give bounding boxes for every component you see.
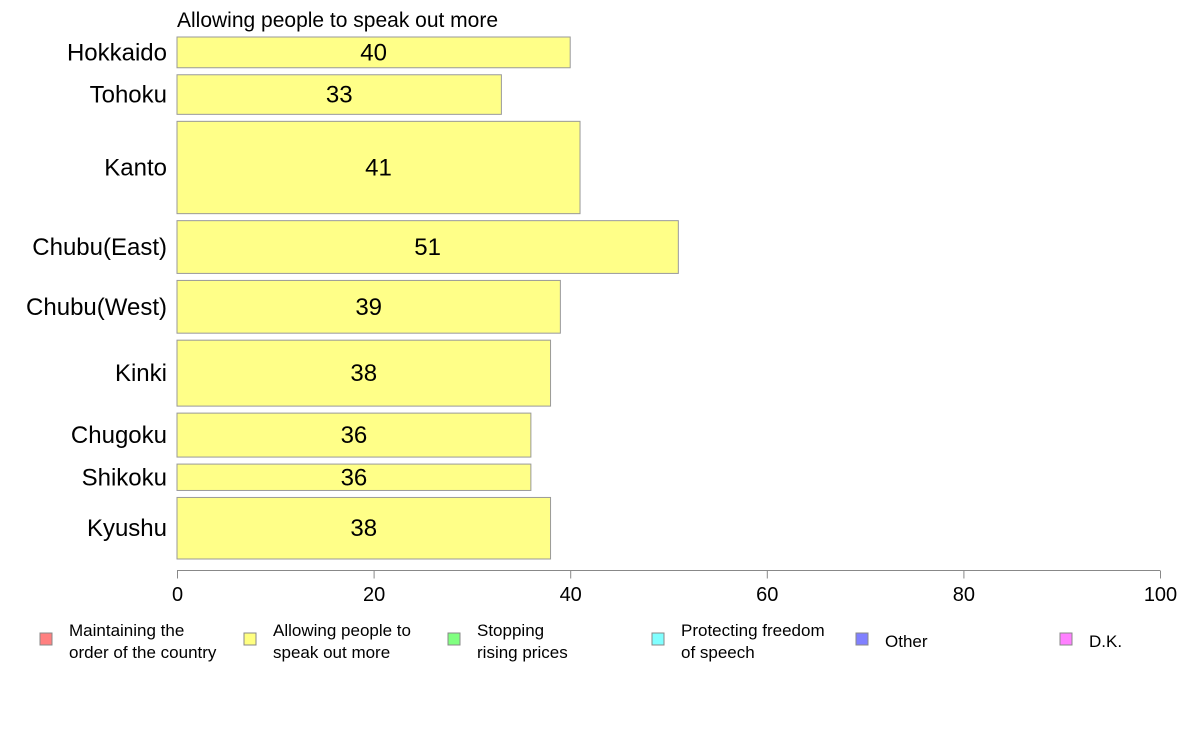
- bar-chubu-west: [176, 279, 561, 334]
- bar-value-label: 51: [414, 234, 441, 261]
- legend-swatch: [447, 632, 461, 646]
- bar-value-label: 41: [365, 155, 392, 182]
- legend-label: order of the country: [69, 643, 217, 662]
- bar-value-label: 38: [350, 515, 377, 542]
- category-label: Kyushu: [87, 515, 167, 542]
- bar-value-label: 39: [355, 294, 382, 321]
- x-tick-label: 80: [953, 584, 975, 606]
- legend-label: Other: [885, 632, 928, 651]
- legend-label: Protecting freedom: [681, 621, 825, 640]
- category-label: Chugoku: [71, 422, 167, 449]
- bar-value-label: 38: [350, 360, 377, 387]
- bar-kinki: [176, 339, 552, 407]
- bar-value-label: 33: [326, 82, 353, 109]
- bars-group: Hokkaido 40 Tohoku 33 Kanto 41 Chubu(East) 51 Ch…: [26, 36, 679, 560]
- x-tick-label: 60: [756, 584, 778, 606]
- legend-label: Allowing people to: [273, 621, 411, 640]
- category-label: Kinki: [115, 360, 167, 387]
- bar-tohoku: [176, 74, 502, 115]
- category-label: Kanto: [104, 155, 167, 182]
- category-label: Chubu(West): [26, 294, 167, 321]
- chart-title: Allowing people to speak out more: [177, 9, 498, 32]
- legend-swatch: [855, 632, 869, 646]
- category-label: Tohoku: [90, 82, 167, 109]
- bar-kyushu: [176, 496, 552, 560]
- legend-swatch: [39, 632, 53, 646]
- bar-value-label: 36: [341, 464, 368, 491]
- bar-value-label: 36: [341, 422, 368, 449]
- legend-label: rising prices: [477, 643, 568, 662]
- x-tick-label: 100: [1144, 584, 1177, 606]
- bar-hokkaido: [176, 36, 571, 69]
- legend-label: speak out more: [273, 643, 390, 662]
- x-tick-label: 0: [172, 584, 183, 606]
- legend-swatch: [243, 632, 257, 646]
- category-label: Shikoku: [82, 464, 167, 491]
- legend-label: of speech: [681, 643, 755, 662]
- bar-chugoku: [176, 412, 532, 458]
- legend-label: D.K.: [1089, 632, 1122, 651]
- legend: Maintaining the order of the country Allow…: [39, 621, 1122, 662]
- x-axis: 0 20 40 60 80 100: [172, 570, 1177, 606]
- bar-chubu-east: [176, 220, 679, 274]
- x-tick-label: 20: [363, 584, 385, 606]
- bar-kanto: [176, 120, 581, 215]
- legend-swatch: [1059, 632, 1073, 646]
- category-label: Chubu(East): [32, 234, 167, 261]
- bar-shikoku: [176, 463, 532, 491]
- legend-label: Stopping: [477, 621, 544, 640]
- legend-label: Maintaining the: [69, 621, 184, 640]
- x-tick-label: 40: [560, 584, 582, 606]
- category-label: Hokkaido: [67, 39, 167, 66]
- legend-swatch: [651, 632, 665, 646]
- bar-value-label: 40: [360, 39, 387, 66]
